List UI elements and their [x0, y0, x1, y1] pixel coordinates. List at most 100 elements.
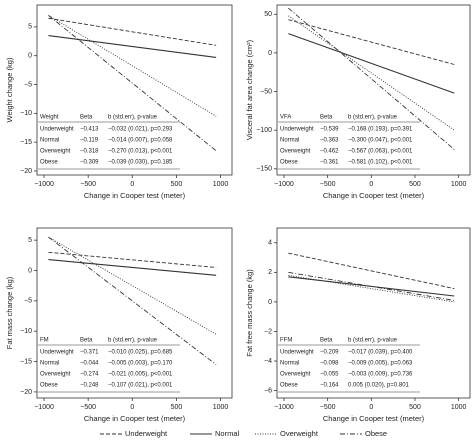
table-cell: −0.098 [320, 361, 339, 367]
table-cell: −0.010 (0.025), p=0.685 [108, 350, 173, 356]
y-tick-label: −50 [260, 88, 272, 95]
y-tick-label: −20 [20, 168, 32, 175]
x-tick-label: −500 [320, 404, 336, 411]
table-header: FM [40, 338, 49, 344]
table-cell: Obese [280, 160, 298, 166]
x-tick-label: −1000 [34, 404, 54, 411]
y-axis-label: Fat mass change (kg) [5, 276, 14, 349]
table-header: Beta [320, 338, 333, 344]
table-cell: Underweight [40, 127, 74, 133]
y-tick-label: −5 [24, 298, 32, 305]
x-tick-label: 0 [369, 181, 373, 188]
table-cell: −0.413 [80, 127, 99, 133]
table-cell: Overweight [40, 149, 71, 155]
table-header: b (std.err), p-value [348, 115, 398, 121]
y-tick-label: −10 [20, 328, 32, 335]
table-cell: −0.003 (0.009), p=0.736 [348, 372, 413, 378]
plot-frame [276, 227, 471, 399]
table-cell: −0.248 [80, 383, 99, 389]
series-line [48, 17, 217, 46]
table-header: Beta [80, 115, 93, 121]
y-tick-label: 4 [268, 240, 272, 247]
series-line [48, 236, 217, 335]
table-cell: −0.009 (0.005), p=0.063 [348, 361, 413, 367]
legend-label: Overweight [280, 429, 319, 438]
series-line [288, 252, 455, 290]
table-header: b (std.err), p-value [108, 338, 158, 344]
legend-label: Normal [215, 429, 240, 438]
y-tick-label: −15 [20, 139, 32, 146]
x-tick-label: 0 [130, 404, 134, 411]
series-line [48, 259, 217, 276]
table-cell: −0.021 (0.005), p<0.001 [108, 372, 173, 378]
y-tick-label: 50 [264, 11, 272, 18]
y-axis-label: Weight change (kg) [5, 57, 14, 122]
table-cell: −0.300 (0.047), p<0.001 [348, 138, 413, 144]
table-header: VFA [280, 115, 291, 121]
y-axis-label: Fat free mass change (kg) [245, 269, 254, 357]
table-cell: −0.164 [320, 383, 339, 389]
legend-label: Underweight [125, 429, 168, 438]
series-line [48, 251, 217, 268]
table-cell: −0.270 (0.013), p<0.001 [108, 149, 173, 155]
table-cell: Obese [40, 160, 58, 166]
x-tick-label: −500 [80, 404, 96, 411]
y-tick-label: 5 [28, 237, 32, 244]
y-tick-label: 2 [268, 269, 272, 276]
y-tick-label: −6 [264, 387, 272, 394]
table-cell: −0.014 (0.007), p=0.058 [108, 138, 173, 144]
series-line [48, 236, 217, 365]
table-cell: Underweight [40, 350, 74, 356]
x-axis-label: Change in Cooper test (meter) [323, 414, 425, 423]
table-cell: −0.318 [80, 149, 99, 155]
table-cell: −0.209 [320, 350, 339, 356]
x-tick-label: 1000 [451, 181, 467, 188]
y-tick-label: 0 [28, 53, 32, 60]
table-header: FFM [280, 338, 292, 344]
plot-frame [276, 4, 471, 176]
y-tick-label: −4 [264, 358, 272, 365]
table-cell: −0.363 [320, 138, 339, 144]
y-axis-label: Visceral fat area change (cm²) [245, 39, 254, 140]
legend-label: Obese [365, 429, 387, 438]
series-line [48, 34, 217, 58]
y-tick-label: −2 [264, 328, 272, 335]
table-cell: Underweight [280, 350, 314, 356]
table-cell: −0.044 [80, 361, 99, 367]
y-tick-label: 0 [268, 50, 272, 57]
x-tick-label: 0 [130, 181, 134, 188]
series-line [288, 15, 455, 131]
x-tick-label: 500 [171, 404, 183, 411]
y-tick-label: −5 [24, 81, 32, 88]
x-tick-label: −500 [80, 181, 96, 188]
x-tick-label: 500 [409, 404, 421, 411]
table-cell: −0.005 (0.003), p=0.170 [108, 361, 173, 367]
table-cell: Obese [40, 383, 58, 389]
plot-frame [36, 4, 233, 176]
x-tick-label: 1000 [213, 404, 229, 411]
y-tick-label: 0 [28, 267, 32, 274]
series-line [288, 19, 455, 65]
table-cell: −0.361 [320, 160, 339, 166]
x-tick-label: −1000 [274, 404, 294, 411]
table-cell: −0.371 [80, 350, 99, 356]
series-line [288, 274, 455, 303]
table-cell: −0.055 [320, 372, 339, 378]
x-tick-label: 500 [171, 181, 183, 188]
table-cell: −0.039 (0.030), p=0.185 [108, 160, 173, 166]
y-tick-label: −150 [256, 166, 272, 173]
table-cell: −0.032 (0.021), p=0.293 [108, 127, 173, 133]
table-cell: −0.309 [80, 160, 99, 166]
table-cell: −0.119 [80, 138, 99, 144]
x-tick-label: 1000 [213, 181, 229, 188]
table-cell: Underweight [280, 127, 314, 133]
table-cell: Normal [280, 361, 299, 367]
table-header: b (std.err), p-value [108, 115, 158, 121]
y-tick-label: −20 [20, 389, 32, 396]
x-axis-label: Change in Cooper test (meter) [323, 191, 425, 200]
x-axis-label: Change in Cooper test (meter) [84, 414, 186, 423]
table-cell: Obese [280, 383, 298, 389]
series-line [288, 7, 455, 150]
series-line [48, 14, 217, 117]
